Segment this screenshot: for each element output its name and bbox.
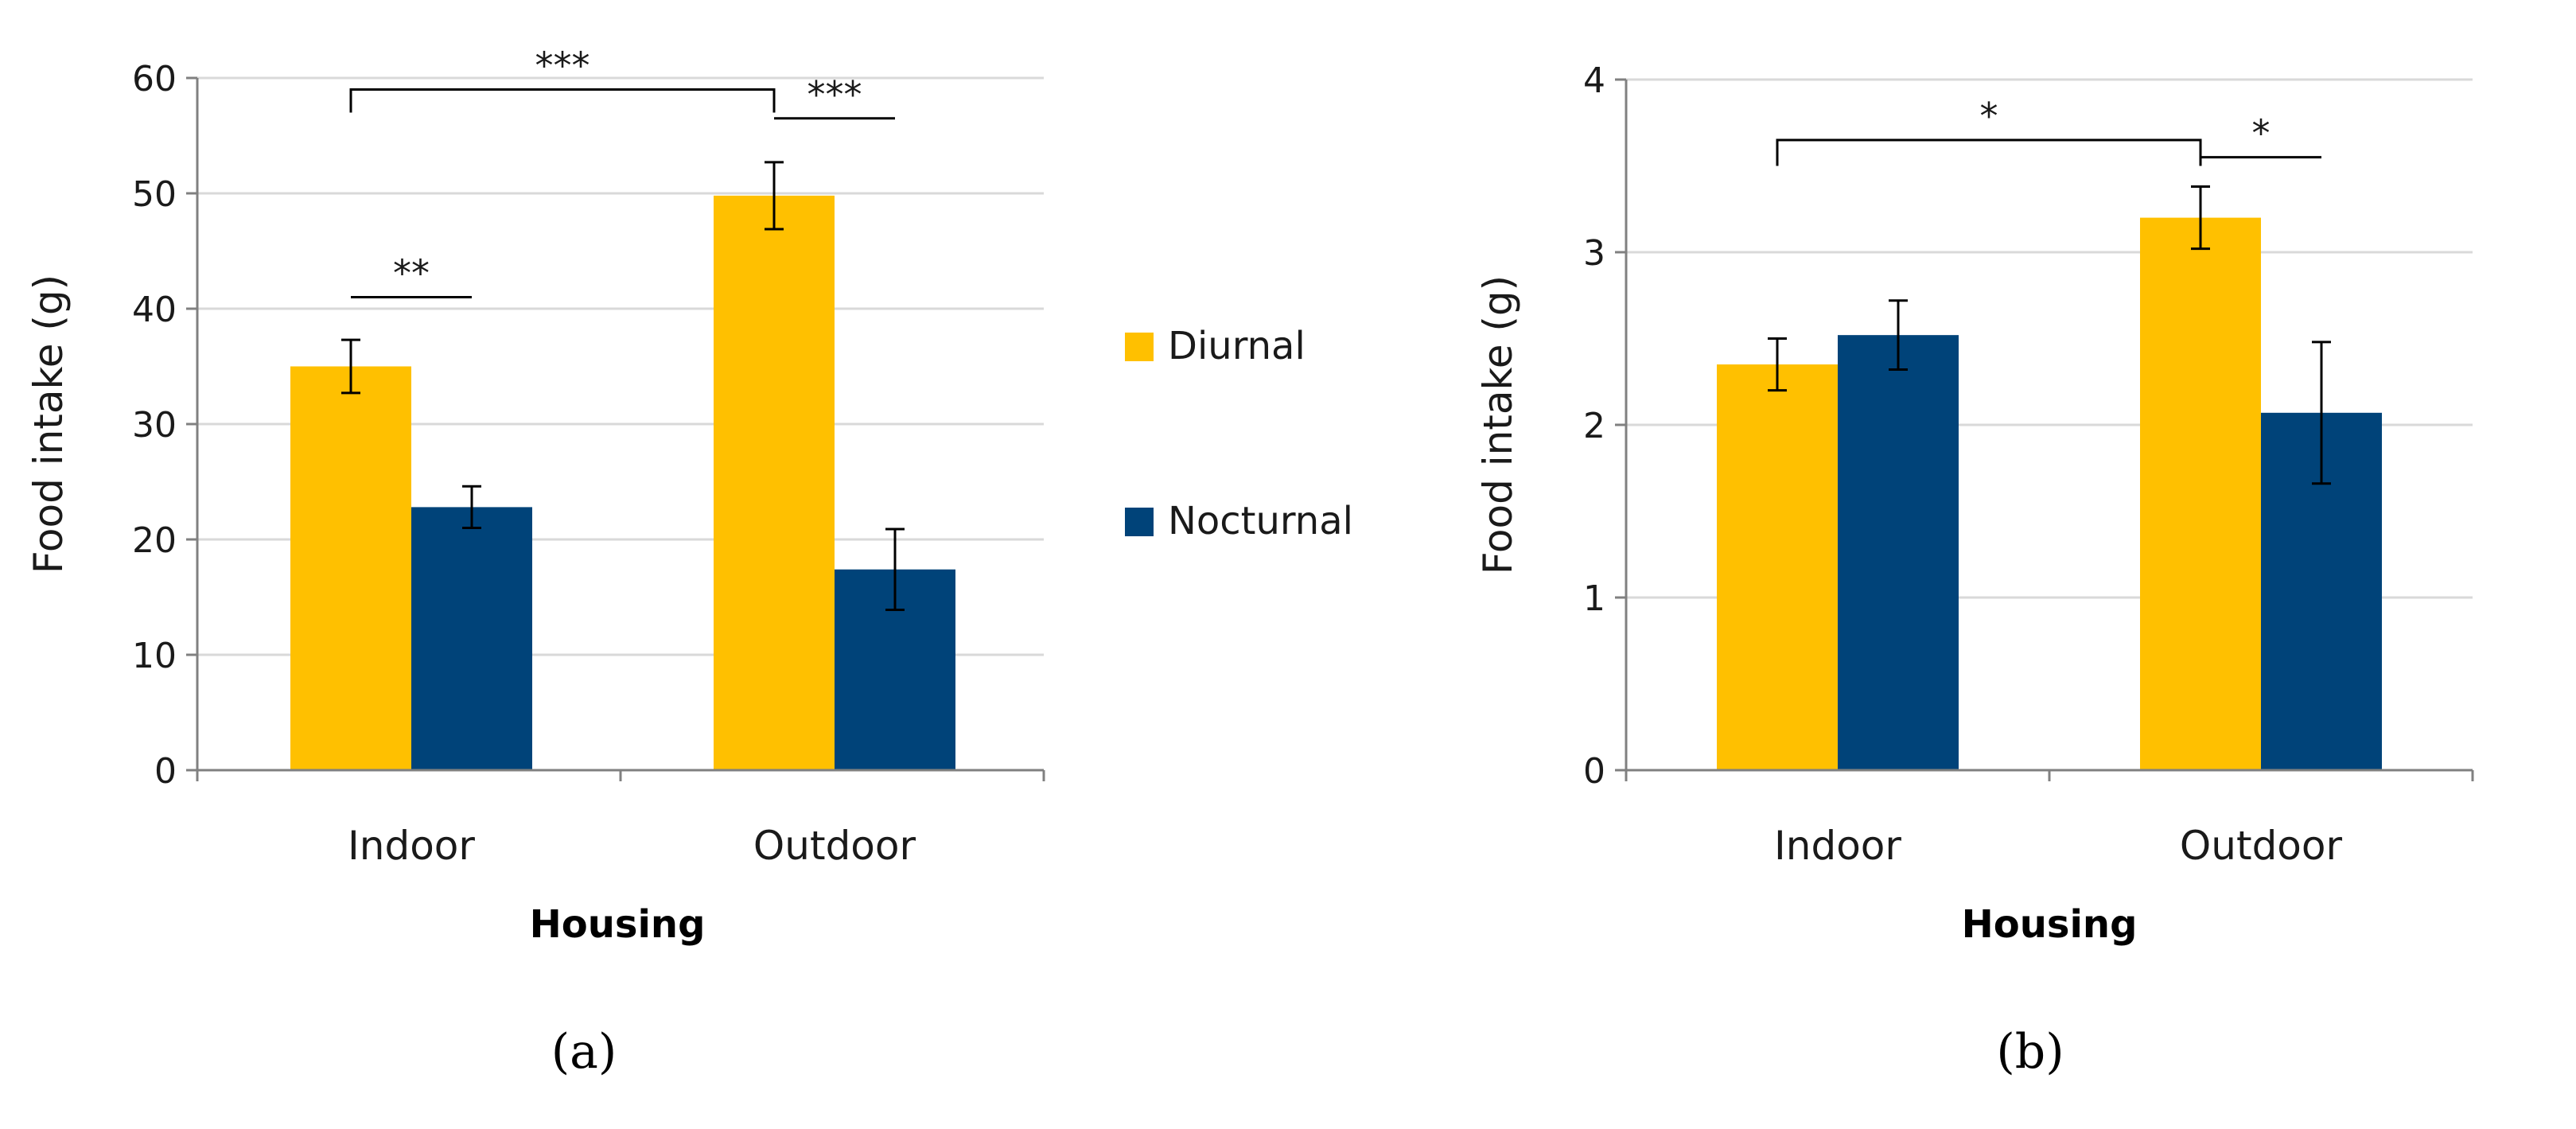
legend-swatch-nocturnal <box>1125 508 1154 536</box>
y-axis-title: Food intake (g) <box>1475 275 1521 574</box>
y-tick-label: 0 <box>1583 751 1605 792</box>
y-tick-label: 50 <box>132 174 177 215</box>
y-tick-label: 40 <box>132 290 177 330</box>
significance-label: *** <box>807 73 862 116</box>
x-tick-label-outdoor: Outdoor <box>2180 823 2343 869</box>
bar-diurnal-outdoor <box>714 195 835 770</box>
bar-diurnal-indoor <box>290 366 411 770</box>
legend-label-diurnal: Diurnal <box>1168 324 1306 368</box>
x-tick-label-indoor: Indoor <box>348 823 475 869</box>
y-tick-label: 0 <box>154 751 177 792</box>
bar-diurnal-indoor <box>1717 364 1838 770</box>
y-tick-label: 20 <box>132 520 177 561</box>
legend-label-nocturnal: Nocturnal <box>1168 499 1353 543</box>
significance-label: * <box>1980 95 1998 138</box>
significance-label: ** <box>393 252 430 295</box>
y-tick-label: 1 <box>1583 578 1605 619</box>
significance-label: * <box>2252 112 2271 155</box>
chart-a: 0 10 20 30 40 50 60 Indoor Outdoor Housing Food in… <box>25 45 1045 1080</box>
bar-nocturnal-indoor <box>411 507 532 770</box>
y-axis-title: Food intake (g) <box>25 274 72 574</box>
legend: Diurnal Nocturnal <box>1125 324 1353 543</box>
x-axis-title: Housing <box>1962 902 2138 947</box>
significance-label: *** <box>535 45 590 88</box>
panel-label: (a) <box>551 1024 617 1080</box>
x-tick-label-outdoor: Outdoor <box>753 823 916 869</box>
legend-swatch-diurnal <box>1125 333 1154 361</box>
significance-bracket <box>349 88 776 113</box>
y-tick-label: 30 <box>132 405 177 446</box>
significance-bracket <box>1776 138 2202 166</box>
panel-label: (b) <box>1996 1024 2064 1080</box>
bar-nocturnal-indoor <box>1838 335 1959 770</box>
y-tick-label: 60 <box>132 59 177 99</box>
chart-b: 0 1 2 3 4 Indoor Outdoor Housing Food intake (g)… <box>1475 60 2474 1080</box>
y-tick-label: 10 <box>132 636 177 676</box>
y-tick-label: 2 <box>1583 406 1605 446</box>
y-tick-label: 3 <box>1583 233 1605 274</box>
x-axis-title: Housing <box>530 902 706 947</box>
x-tick-label-indoor: Indoor <box>1774 823 1901 869</box>
y-tick-label: 4 <box>1583 60 1605 101</box>
bar-diurnal-outdoor <box>2140 217 2261 771</box>
